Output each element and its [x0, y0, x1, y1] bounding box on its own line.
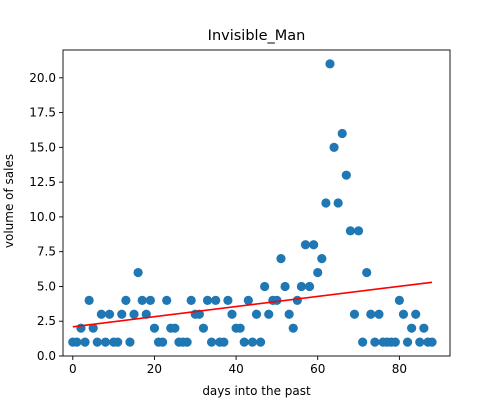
data-point — [390, 337, 400, 347]
data-point — [325, 59, 335, 69]
data-point — [113, 337, 123, 347]
x-tick-label: 40 — [228, 362, 243, 376]
data-point — [321, 198, 331, 208]
data-point — [158, 337, 168, 347]
data-point — [211, 295, 221, 305]
data-point — [182, 337, 192, 347]
data-point — [317, 254, 327, 264]
y-tick-label: 2.5 — [37, 314, 56, 328]
y-tick-label: 17.5 — [29, 106, 56, 120]
data-point — [304, 281, 315, 292]
data-point — [186, 295, 196, 305]
data-point — [92, 337, 102, 347]
data-point — [411, 309, 421, 319]
data-point — [337, 128, 347, 139]
data-point — [149, 323, 160, 333]
y-tick-label: 7.5 — [37, 245, 56, 259]
data-point — [202, 295, 213, 305]
data-point — [264, 309, 274, 319]
data-point — [129, 309, 139, 319]
trend-line — [72, 281, 433, 328]
y-tick-label: 0.0 — [37, 349, 56, 363]
data-point — [374, 309, 384, 319]
data-point — [223, 295, 233, 305]
data-point — [349, 309, 360, 319]
data-point — [251, 309, 262, 319]
x-axis-label: days into the past — [202, 384, 311, 398]
data-point — [345, 226, 355, 236]
data-point — [415, 337, 425, 347]
data-point — [284, 309, 294, 319]
data-point — [133, 267, 143, 278]
data-point — [358, 337, 368, 347]
x-tick-label: 20 — [147, 362, 162, 376]
data-point — [170, 323, 180, 333]
data-point — [72, 337, 82, 347]
data-point — [341, 170, 351, 180]
data-point — [402, 337, 413, 347]
data-point — [394, 295, 404, 305]
y-tick-label: 5.0 — [37, 279, 56, 293]
data-point — [96, 309, 106, 319]
data-point — [272, 295, 282, 305]
data-point — [280, 281, 290, 292]
data-point — [206, 337, 217, 347]
y-tick-label: 10.0 — [29, 210, 56, 224]
data-point — [370, 337, 380, 347]
data-point — [121, 295, 131, 305]
data-point — [276, 254, 286, 264]
data-point — [125, 337, 135, 347]
data-point — [419, 323, 429, 333]
data-point — [255, 337, 266, 347]
data-point — [292, 295, 302, 305]
data-point — [235, 323, 245, 333]
data-point — [333, 198, 343, 208]
data-point — [353, 226, 364, 236]
plot-area: 0 20 40 60 80 0.0 2.5 5.0 7.5 10.0 12.5 15.0 17.5 20.… — [29, 49, 451, 376]
y-axis-label: volume of sales — [2, 154, 16, 248]
x-tick-label: 60 — [310, 362, 325, 376]
data-point — [309, 240, 319, 250]
data-point — [427, 337, 437, 347]
data-point — [362, 267, 372, 278]
data-point — [398, 309, 409, 319]
data-point — [407, 323, 417, 333]
data-point — [366, 309, 376, 319]
data-point — [162, 295, 172, 305]
data-point — [198, 323, 209, 333]
data-point — [300, 240, 311, 250]
y-tick-label: 20.0 — [29, 71, 56, 85]
y-tick-label: 12.5 — [29, 175, 56, 189]
data-point — [288, 323, 298, 333]
data-point — [313, 267, 323, 278]
y-tick-label: 15.0 — [29, 140, 56, 154]
data-point — [80, 337, 90, 347]
x-tick-label: 0 — [69, 362, 77, 376]
data-point — [84, 295, 94, 305]
data-point — [145, 295, 155, 305]
data-point — [141, 309, 151, 319]
data-point — [100, 337, 111, 347]
data-point — [104, 309, 115, 319]
data-point — [247, 337, 258, 347]
x-tick-label: 80 — [392, 362, 407, 376]
data-point — [117, 309, 127, 319]
data-point — [260, 281, 270, 292]
chart-title: Invisible_Man — [208, 28, 306, 44]
data-point — [88, 323, 98, 333]
data-point — [329, 142, 339, 152]
data-point — [227, 309, 237, 319]
data-point — [296, 281, 307, 292]
data-point — [239, 337, 249, 347]
data-point — [219, 337, 229, 347]
data-point — [137, 295, 147, 305]
data-point — [243, 295, 253, 305]
axes-frame — [62, 49, 451, 357]
